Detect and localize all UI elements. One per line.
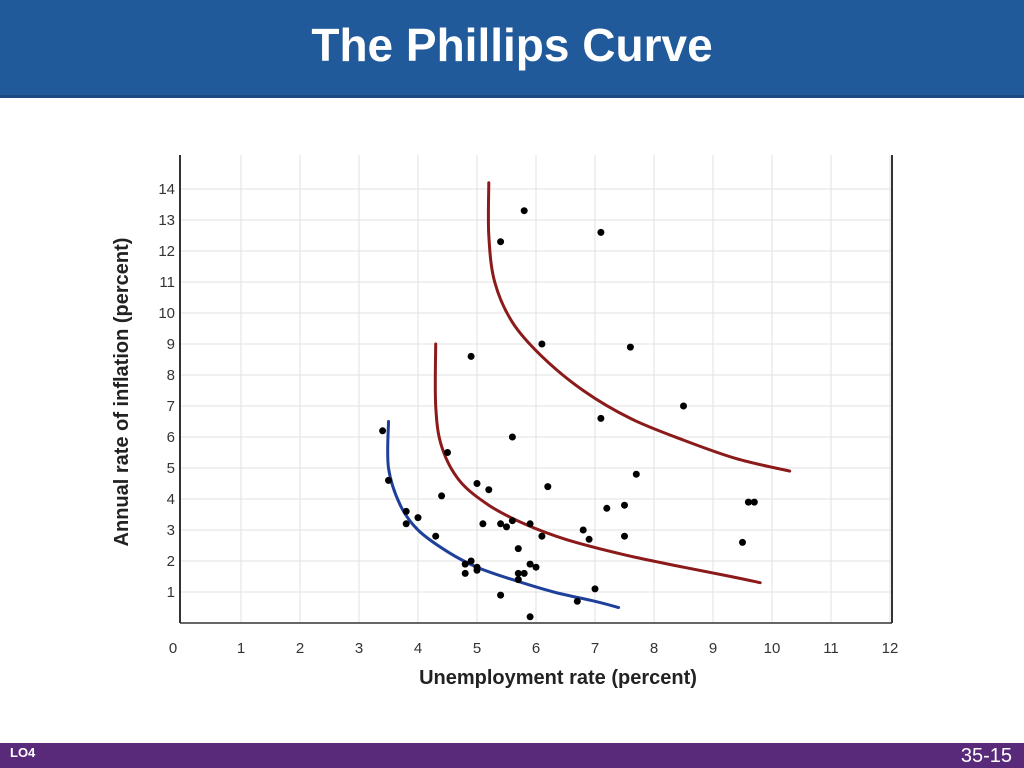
data-point bbox=[526, 613, 534, 621]
data-point bbox=[520, 569, 528, 577]
data-point bbox=[573, 597, 581, 605]
data-point bbox=[538, 340, 546, 348]
data-point bbox=[514, 545, 522, 553]
data-point bbox=[621, 532, 628, 540]
data-point bbox=[744, 498, 752, 506]
x-tick-label: 1 bbox=[237, 640, 245, 657]
data-point bbox=[514, 569, 522, 577]
data-point bbox=[503, 523, 510, 531]
data-point bbox=[597, 414, 605, 422]
data-points bbox=[379, 207, 758, 621]
grid bbox=[180, 155, 892, 623]
x-tick-labels: 0 1 2 3 4 5 6 7 8 9 10 11 12 bbox=[169, 640, 899, 657]
data-point bbox=[739, 538, 746, 546]
x-tick-label: 3 bbox=[355, 640, 363, 657]
y-tick-label: 2 bbox=[167, 553, 175, 570]
data-point bbox=[597, 228, 605, 236]
data-point bbox=[461, 560, 469, 568]
data-point bbox=[508, 517, 516, 525]
red-phillips-curve bbox=[433, 342, 762, 585]
y-tick-label: 12 bbox=[158, 243, 175, 260]
y-tick-label: 5 bbox=[167, 460, 175, 477]
data-point bbox=[479, 520, 487, 528]
x-tick-label: 9 bbox=[709, 640, 717, 657]
y-tick-label: 4 bbox=[167, 491, 175, 508]
data-point bbox=[467, 352, 475, 360]
x-tick-label: 2 bbox=[296, 640, 304, 657]
data-point bbox=[680, 402, 687, 410]
x-tick-label: 5 bbox=[473, 640, 481, 657]
data-point bbox=[402, 507, 410, 515]
blue-phillips-curve bbox=[386, 420, 621, 609]
data-point bbox=[414, 514, 422, 522]
data-point bbox=[621, 501, 628, 509]
data-point bbox=[473, 566, 481, 574]
title-bar: The Phillips Curve bbox=[0, 0, 1024, 98]
y-tick-label: 9 bbox=[167, 336, 175, 353]
data-point bbox=[473, 480, 481, 487]
data-point bbox=[467, 557, 475, 565]
page-number: 35-15 bbox=[960, 745, 1012, 767]
data-point bbox=[514, 576, 522, 584]
data-point bbox=[497, 591, 505, 599]
y-tick-label: 10 bbox=[158, 305, 175, 322]
y-tick-label: 6 bbox=[167, 429, 175, 446]
x-tick-label: 12 bbox=[882, 640, 899, 657]
data-point bbox=[520, 207, 528, 215]
y-tick-label: 3 bbox=[167, 522, 175, 539]
learning-objective-label: LO4 bbox=[10, 745, 36, 760]
data-point bbox=[444, 449, 451, 456]
data-point bbox=[538, 532, 546, 540]
curves bbox=[386, 181, 792, 609]
x-tick-label: 7 bbox=[591, 640, 599, 657]
x-tick-label: 6 bbox=[532, 640, 540, 657]
slide-title: The Phillips Curve bbox=[311, 19, 713, 71]
x-tick-label: 10 bbox=[764, 640, 781, 657]
data-point bbox=[402, 520, 410, 528]
footer-bar: LO4 35-15 bbox=[0, 743, 1024, 768]
y-axis-title: Annual rate of inflation (percent) bbox=[111, 238, 133, 547]
data-point bbox=[626, 343, 634, 351]
data-point bbox=[591, 585, 599, 593]
y-tick-label: 1 bbox=[167, 584, 175, 601]
data-point bbox=[485, 486, 493, 494]
y-tick-label: 7 bbox=[167, 398, 175, 415]
data-point bbox=[461, 569, 469, 577]
data-point bbox=[526, 520, 534, 528]
data-point bbox=[385, 476, 392, 484]
red-phillips-curve bbox=[486, 181, 792, 473]
data-point bbox=[585, 535, 593, 543]
y-tick-label: 13 bbox=[158, 212, 175, 229]
data-point bbox=[432, 532, 440, 540]
data-point bbox=[544, 483, 552, 491]
data-point bbox=[632, 470, 640, 478]
x-tick-label: 0 bbox=[169, 640, 177, 657]
data-point bbox=[508, 433, 516, 441]
x-axis-title: Unemployment rate (percent) bbox=[419, 667, 697, 689]
data-point bbox=[438, 492, 446, 500]
y-tick-label: 14 bbox=[158, 181, 175, 198]
data-point bbox=[603, 504, 611, 512]
data-point bbox=[579, 526, 587, 534]
y-tick-label: 8 bbox=[167, 367, 175, 384]
x-tick-label: 4 bbox=[414, 640, 422, 657]
data-point bbox=[497, 238, 505, 246]
x-tick-label: 8 bbox=[650, 640, 658, 657]
x-tick-label: 11 bbox=[823, 640, 839, 657]
data-point bbox=[497, 520, 505, 528]
y-tick-label: 11 bbox=[159, 274, 175, 291]
data-point bbox=[379, 427, 387, 435]
data-point bbox=[526, 560, 534, 568]
data-point bbox=[750, 498, 758, 506]
data-point bbox=[532, 563, 540, 571]
